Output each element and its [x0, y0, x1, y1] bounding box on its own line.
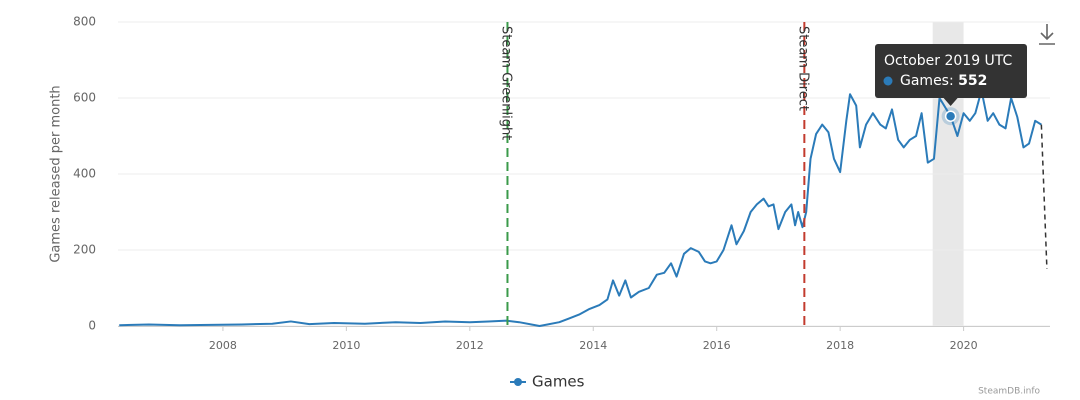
- x-tick-label: 2010: [332, 339, 360, 352]
- x-tick-label: 2012: [456, 339, 484, 352]
- tooltip-box: [875, 44, 1027, 98]
- legend-label: Games: [532, 373, 585, 391]
- y-tick-label: 600: [73, 91, 96, 105]
- tooltip-pointer: [943, 98, 958, 106]
- legend-marker: [514, 378, 522, 386]
- y-tick-label: 200: [73, 243, 96, 257]
- tooltip-number: 552: [958, 73, 987, 89]
- x-tick-label: 2020: [950, 339, 978, 352]
- legend-item[interactable]: Games: [510, 373, 585, 391]
- y-tick-label: 800: [73, 15, 96, 29]
- y-axis-label: Games released per month: [49, 85, 64, 262]
- credit: SteamDB.info: [978, 387, 1040, 397]
- annotation-label: Steam Direct: [796, 26, 811, 111]
- download-button[interactable]: [1039, 24, 1055, 45]
- tooltip-marker: [883, 76, 893, 86]
- x-tick-label: 2008: [209, 339, 237, 352]
- y-tick-label: 0: [88, 319, 96, 333]
- tooltip-label: Games:: [900, 73, 954, 89]
- tooltip-title: October 2019 UTC: [884, 53, 1013, 69]
- y-tick-label: 400: [73, 167, 96, 181]
- hover-point: [944, 110, 957, 122]
- incomplete-segment: [1040, 124, 1048, 270]
- x-tick-label: 2018: [826, 339, 854, 352]
- x-tick-label: 2016: [703, 339, 731, 352]
- tooltip-value: Games: 552: [900, 73, 987, 89]
- x-tick-label: 2014: [579, 339, 607, 352]
- annotation-label: Steam Greenlight: [499, 26, 514, 140]
- line: [119, 89, 1048, 327]
